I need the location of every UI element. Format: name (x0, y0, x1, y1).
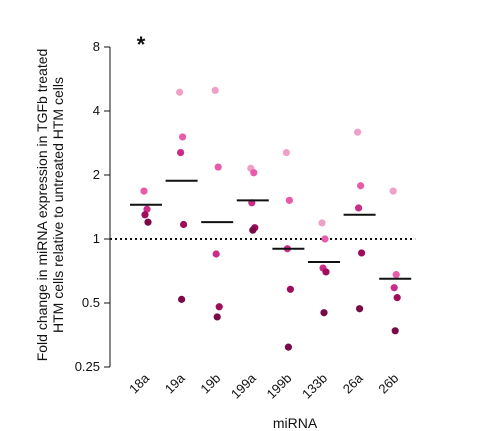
x-tick-label: 26b (375, 371, 401, 397)
data-point (249, 226, 257, 234)
data-point (214, 163, 222, 171)
data-point (177, 148, 185, 157)
y-axis-title-line-1: Fold change in miRNA expression in TGFb … (34, 49, 50, 362)
data-point (357, 182, 365, 190)
data-point (143, 205, 151, 213)
data-point (284, 343, 292, 351)
data-point (321, 235, 329, 243)
data-point (389, 187, 397, 195)
data-point (286, 285, 294, 293)
y-tick-label: 1 (93, 231, 100, 246)
data-point (180, 220, 188, 229)
x-tick-label: 199b (263, 371, 294, 402)
significance-asterisk: * (137, 32, 146, 57)
y-axis-title: Fold change in miRNA expression in TGFb … (34, 49, 66, 362)
data-point (356, 305, 364, 313)
y-tick-label: 4 (93, 103, 100, 118)
y-tick-label: 0.25 (75, 359, 100, 374)
x-tick-label: 18a (126, 370, 152, 396)
x-tick-label: 26a (340, 370, 366, 396)
data-point (140, 187, 148, 195)
data-point (392, 271, 400, 279)
data-point (212, 250, 220, 258)
data-point (144, 218, 152, 226)
y-axis-title-line-2: HTM cells relative to untreated HTM cell… (50, 77, 66, 333)
data-point (318, 219, 326, 227)
x-tick-label: 19a (162, 370, 188, 396)
data-point (393, 294, 401, 302)
data-point (179, 133, 187, 141)
x-tick-label: 19b (197, 371, 223, 397)
data-point (141, 211, 149, 219)
data-point (215, 303, 223, 311)
y-tick-label: 0.5 (82, 295, 100, 310)
data-point (355, 204, 363, 212)
x-tick-label: 133b (299, 371, 330, 402)
data-point (250, 169, 258, 177)
data-point (176, 88, 184, 96)
y-tick-label: 2 (93, 167, 100, 182)
x-axis-title: miRNA (273, 415, 318, 431)
data-point (282, 148, 290, 157)
data-point (285, 196, 293, 204)
data-point (320, 309, 328, 317)
x-tick-label: 199a (228, 370, 260, 402)
data-point (391, 327, 399, 335)
data-point (213, 313, 221, 321)
data-point (358, 249, 366, 257)
data-point (354, 128, 362, 136)
data-point (211, 86, 219, 94)
data-point (390, 284, 398, 292)
y-tick-label: 8 (93, 39, 100, 54)
plot-area: 0.25 0.5 1 2 4 8 18a 19a 19b 199a 199b 133b 26a 26b * (75, 32, 416, 402)
data-point (322, 268, 330, 276)
data-point (178, 295, 186, 303)
